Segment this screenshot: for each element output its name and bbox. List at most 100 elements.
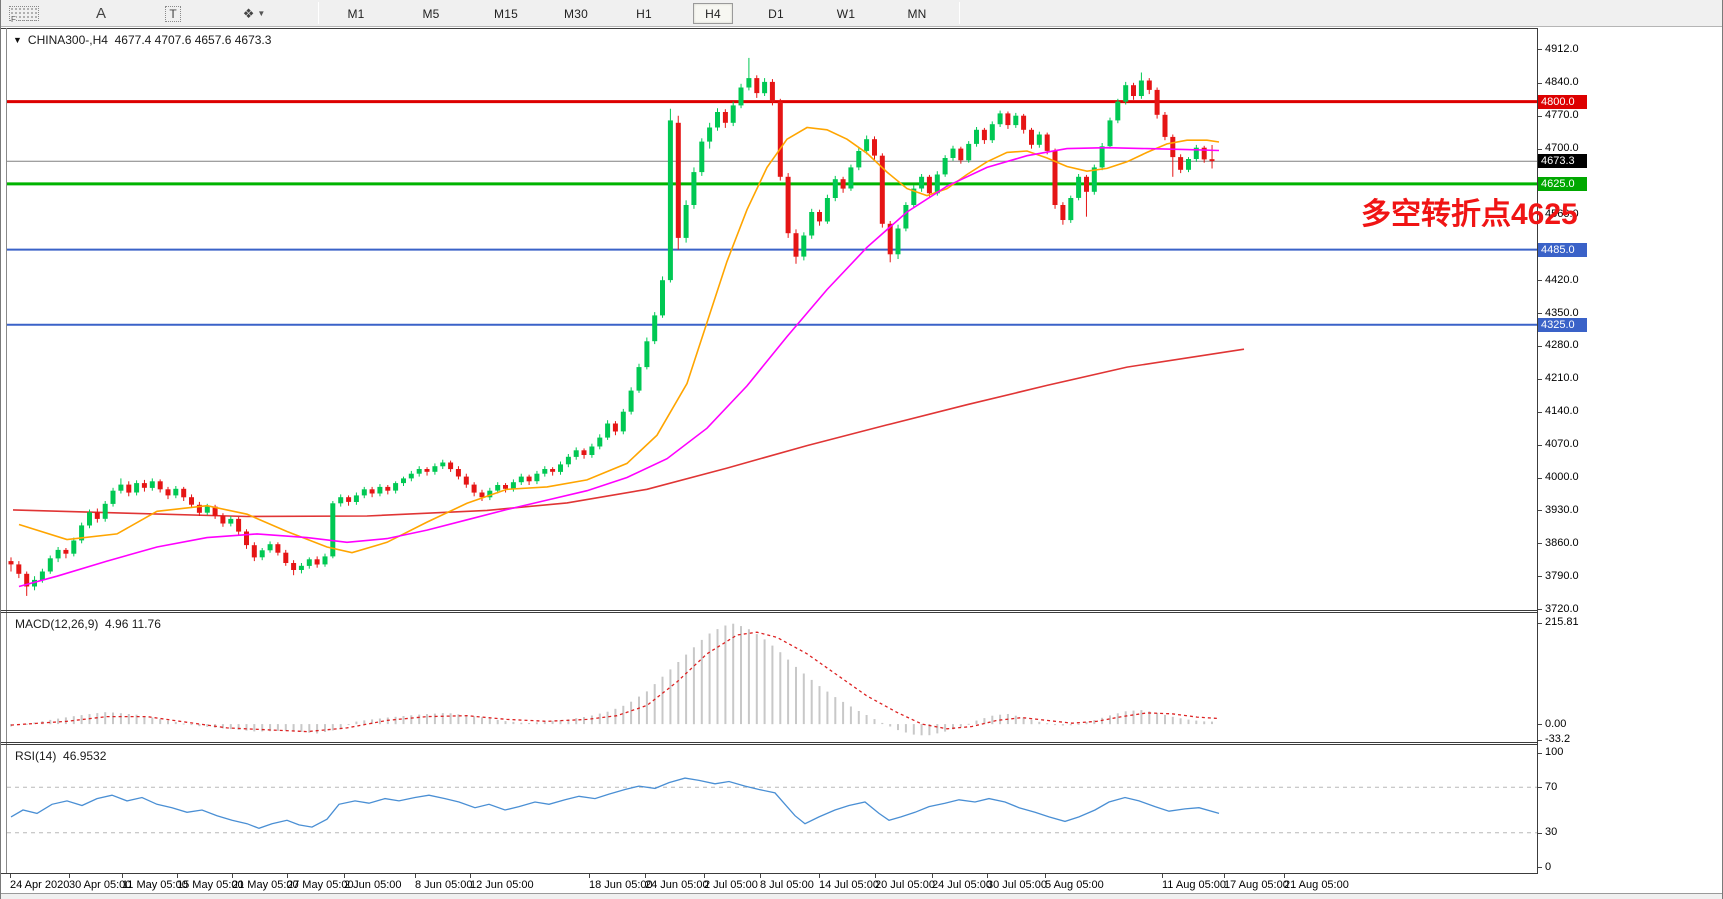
ma-mid-magenta-line <box>18 146 1220 588</box>
price-tick-label: 3930.0 <box>1545 504 1579 516</box>
panel-separator <box>1 612 1722 613</box>
time-tick <box>1284 874 1285 878</box>
macd-tick-label: -33.2 <box>1545 733 1571 745</box>
price-tick-label: 4210.0 <box>1545 372 1579 384</box>
time-label: 2 Jun 05:00 <box>344 879 402 891</box>
time-axis[interactable]: 24 Apr 2020 30 Apr 05:00 11 May 05:00 15 Ma… <box>1 874 1722 893</box>
time-tick <box>415 874 416 878</box>
price-tick <box>1538 543 1542 544</box>
price-tick-label: 4140.0 <box>1545 405 1579 417</box>
timeframe-button-H1[interactable]: H1 <box>636 6 652 21</box>
window-bottom-edge <box>1 893 1722 899</box>
diamond-cursor-icon: ❖ <box>242 5 255 21</box>
timeframe-button-H4[interactable]: H4 <box>693 3 733 24</box>
time-tick <box>10 874 11 878</box>
rsi-tick-label: 70 <box>1545 781 1558 793</box>
chart-toolbar: F A T ❖ ▼ M1 M5 M15 M30 H1 H4 D1 W1 MN <box>1 0 1722 27</box>
price-tick-label: 4280.0 <box>1545 339 1579 351</box>
ma-slow-red-line <box>12 348 1245 518</box>
rsi-tick <box>1538 787 1542 788</box>
chart-symbol-title[interactable]: ▼ CHINA300-,H4 4677.4 4707.6 4657.6 4673.… <box>13 33 271 47</box>
cursor-tool-button[interactable]: ❖ ▼ <box>231 3 277 24</box>
letter-a-icon: A <box>95 5 106 22</box>
dropdown-caret-icon: ▼ <box>257 9 266 18</box>
timeframe-button-W1[interactable]: W1 <box>836 6 856 21</box>
price-tick-label: 4070.0 <box>1545 438 1579 450</box>
macd-label: MACD(12,26,9) 4.96 11.76 <box>15 617 161 631</box>
rsi-tick <box>1538 867 1542 868</box>
timeframe-button-D1[interactable]: D1 <box>768 6 784 21</box>
price-tick-label: 4770.0 <box>1545 109 1579 121</box>
time-label: 30 Apr 05:00 <box>69 879 132 891</box>
ma-fast-orange-line <box>18 126 1220 554</box>
time-tick <box>589 874 590 878</box>
time-label: 21 May 05:00 <box>232 879 299 891</box>
rsi-name: RSI(14) <box>15 749 57 763</box>
timeframe-button-M30[interactable]: M30 <box>564 6 588 21</box>
price-badge-4800.0: 4800.0 <box>1538 95 1587 109</box>
price-tick-label: 4560.0 <box>1545 208 1579 220</box>
price-tick-label: 3860.0 <box>1545 537 1579 549</box>
time-label: 30 Jul 05:00 <box>987 879 1047 891</box>
time-tick <box>470 874 471 878</box>
toolbar-separator <box>318 2 319 24</box>
macd-signal-line <box>10 631 1220 733</box>
price-tick-label: 4912.0 <box>1545 43 1579 55</box>
panel-separator[interactable] <box>1 742 1722 743</box>
rsi-tick <box>1538 833 1542 834</box>
time-label: 5 Aug 05:00 <box>1045 879 1104 891</box>
chart-dropdown-icon[interactable]: ▼ <box>13 35 22 45</box>
price-tick <box>1538 412 1542 413</box>
macd-indicator-canvas[interactable] <box>7 613 1537 742</box>
panel-separator[interactable] <box>1 610 1722 611</box>
time-label: 14 Jul 05:00 <box>819 879 879 891</box>
time-tick <box>287 874 288 878</box>
text-box-tool-button[interactable]: T <box>159 3 187 24</box>
text-label-tool-button[interactable]: A <box>89 3 113 24</box>
price-tick-label: 4420.0 <box>1545 274 1579 286</box>
candles <box>8 57 1215 596</box>
price-axis[interactable]: 4912.0 4840.0 4770.0 4700.0 4560.0 4420.0 4350… <box>1538 28 1722 874</box>
price-badge-4625.0: 4625.0 <box>1538 177 1587 191</box>
boxed-t-icon: T <box>165 5 181 22</box>
time-tick <box>232 874 233 878</box>
time-label: 24 Jun 05:00 <box>645 879 709 891</box>
time-label: 21 Aug 05:00 <box>1284 879 1349 891</box>
rsi-label: RSI(14) 46.9532 <box>15 749 106 763</box>
macd-values: 4.96 11.76 <box>105 617 161 631</box>
price-chart-canvas[interactable] <box>7 29 1537 610</box>
rsi-indicator-canvas[interactable] <box>7 745 1537 873</box>
time-tick <box>1162 874 1163 878</box>
time-tick <box>645 874 646 878</box>
price-tick <box>1538 280 1542 281</box>
price-tick <box>1538 576 1542 577</box>
time-tick <box>1224 874 1225 878</box>
price-tick <box>1538 49 1542 50</box>
time-tick <box>1045 874 1046 878</box>
rsi-tick-label: 100 <box>1545 746 1564 758</box>
time-label: 15 May 05:00 <box>177 879 244 891</box>
timeframe-button-M15[interactable]: M15 <box>494 6 518 21</box>
timeframe-button-MN[interactable]: MN <box>907 6 927 21</box>
price-tick-label: 3790.0 <box>1545 570 1579 582</box>
ohlc-values: 4677.4 4707.6 4657.6 4673.3 <box>114 33 272 47</box>
chart-text-annotation[interactable]: 多空转折点4625 <box>1361 198 1578 231</box>
macd-tick <box>1538 740 1542 741</box>
time-label: 24 Apr 2020 <box>10 879 70 891</box>
time-label: 12 Jun 05:00 <box>470 879 534 891</box>
macd-tick <box>1538 724 1542 725</box>
price-tick <box>1538 379 1542 380</box>
time-tick <box>344 874 345 878</box>
price-badge-4485.0: 4485.0 <box>1538 243 1587 257</box>
macd-tick-label: 0.00 <box>1545 718 1567 730</box>
macd-tick <box>1538 623 1542 624</box>
time-label: 24 Jul 05:00 <box>932 879 992 891</box>
time-tick <box>932 874 933 878</box>
price-tick <box>1538 313 1542 314</box>
toolbar-grid-icon[interactable]: F <box>5 3 43 24</box>
timeframe-button-M1[interactable]: M1 <box>347 6 365 21</box>
macd-tick-label: 215.81 <box>1545 616 1579 628</box>
price-tick <box>1538 609 1542 610</box>
timeframe-button-M5[interactable]: M5 <box>422 6 440 21</box>
time-label: 2 Jul 05:00 <box>704 879 758 891</box>
